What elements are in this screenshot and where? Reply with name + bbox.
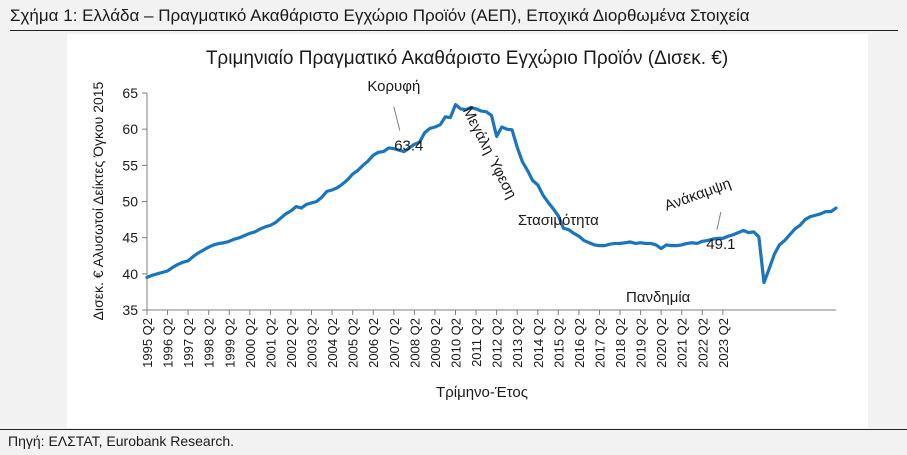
chart-title: Τριμηνιαίο Πραγματικό Ακαθάριστο Εγχώριο…	[206, 48, 728, 69]
x-tick-label: 2001 Q2	[263, 318, 278, 368]
annotations: Κορυφή 63.4 Μεγάλη Ύφεση Στασιμότητα Πανδημί…	[367, 78, 735, 306]
x-tick-label: 2000 Q2	[243, 318, 258, 368]
x-tick-label: 2009 Q2	[428, 318, 443, 368]
x-tick-label: 2020 Q2	[654, 318, 669, 368]
x-tick-label: 2012 Q2	[490, 318, 505, 368]
x-tick-label: 2011 Q2	[469, 318, 484, 367]
x-tick-label: 1998 Q2	[202, 318, 217, 368]
x-tick-label: 2002 Q2	[284, 318, 299, 368]
x-tick-label: 2010 Q2	[449, 318, 464, 368]
y-tick-label: 45	[122, 230, 138, 246]
x-tick-label: 1997 Q2	[181, 318, 196, 368]
peak-leader-line	[393, 106, 401, 131]
chart-panel: Τριμηνιαίο Πραγματικό Ακαθάριστο Εγχώριο…	[67, 34, 868, 428]
x-tick-label: 2007 Q2	[387, 318, 402, 368]
x-axis-label: Τρίμηνο-Έτος	[436, 384, 528, 401]
y-tick-label: 35	[122, 302, 138, 318]
x-tick-label: 2017 Q2	[592, 318, 607, 368]
figure-title: Σχήμα 1: Ελλάδα – Πραγματικό Ακαθάριστο …	[10, 2, 898, 31]
source-text: Πηγή: ΕΛΣΤΑΤ, Eurobank Research.	[8, 433, 235, 449]
x-tick-label: 2008 Q2	[407, 318, 422, 368]
x-tick-label: 2014 Q2	[531, 318, 546, 368]
x-tick-label: 2004 Q2	[325, 318, 340, 368]
gdp-line-chart: Τριμηνιαίο Πραγματικό Ακαθάριστο Εγχώριο…	[90, 48, 838, 401]
x-tick-label: 2021 Q2	[675, 318, 690, 368]
last-value-leader-line	[716, 211, 722, 231]
x-tick-label: 2019 Q2	[634, 318, 649, 368]
annotation-stagnation: Στασιμότητα	[518, 212, 599, 229]
x-tick-label: 1996 Q2	[161, 318, 176, 368]
gdp-series-line	[145, 102, 838, 285]
x-tick-label: 2013 Q2	[510, 318, 525, 368]
annotation-peak-value: 63.4	[394, 138, 423, 155]
x-tick-label: 1999 Q2	[222, 318, 237, 368]
y-tick-label: 40	[122, 266, 138, 282]
y-tick-label: 60	[122, 121, 138, 137]
x-tick-label: 2016 Q2	[572, 318, 587, 368]
x-tick-label: 2015 Q2	[551, 318, 566, 368]
x-tick-label: 2003 Q2	[305, 318, 320, 368]
annotation-great-recession: Μεγάλη Ύφεση	[459, 104, 520, 202]
x-tick-label: 2006 Q2	[366, 318, 381, 368]
y-tick-label: 55	[122, 157, 138, 173]
x-tick-label: 1995 Q2	[140, 318, 155, 368]
annotation-peak: Κορυφή	[367, 78, 420, 95]
annotation-last-value: 49.1	[706, 236, 735, 253]
x-tick-label: 2005 Q2	[346, 318, 361, 368]
x-tick-label: 2022 Q2	[695, 318, 710, 368]
x-tick-label: 2023 Q2	[716, 318, 731, 368]
x-axis: 1995 Q2 1996 Q2 1997 Q2 1998 Q2 1999 Q2 2000 …	[140, 309, 836, 368]
y-tick-label: 50	[122, 194, 138, 210]
y-axis-label: Δισεκ. € Αλυσωτοί Δείκτες Όγκου 2015	[90, 81, 106, 320]
y-tick-label: 65	[122, 85, 138, 101]
annotation-recovery: Ανάκαμψη	[662, 175, 733, 215]
annotation-pandemic: Πανδημία	[626, 289, 691, 306]
source-footer: Πηγή: ΕΛΣΤΑΤ, Eurobank Research.	[0, 429, 907, 455]
y-axis: 35 40 45 50 55 60 65	[122, 85, 148, 318]
series-line-group	[145, 102, 838, 285]
x-tick-label: 2018 Q2	[613, 318, 628, 368]
